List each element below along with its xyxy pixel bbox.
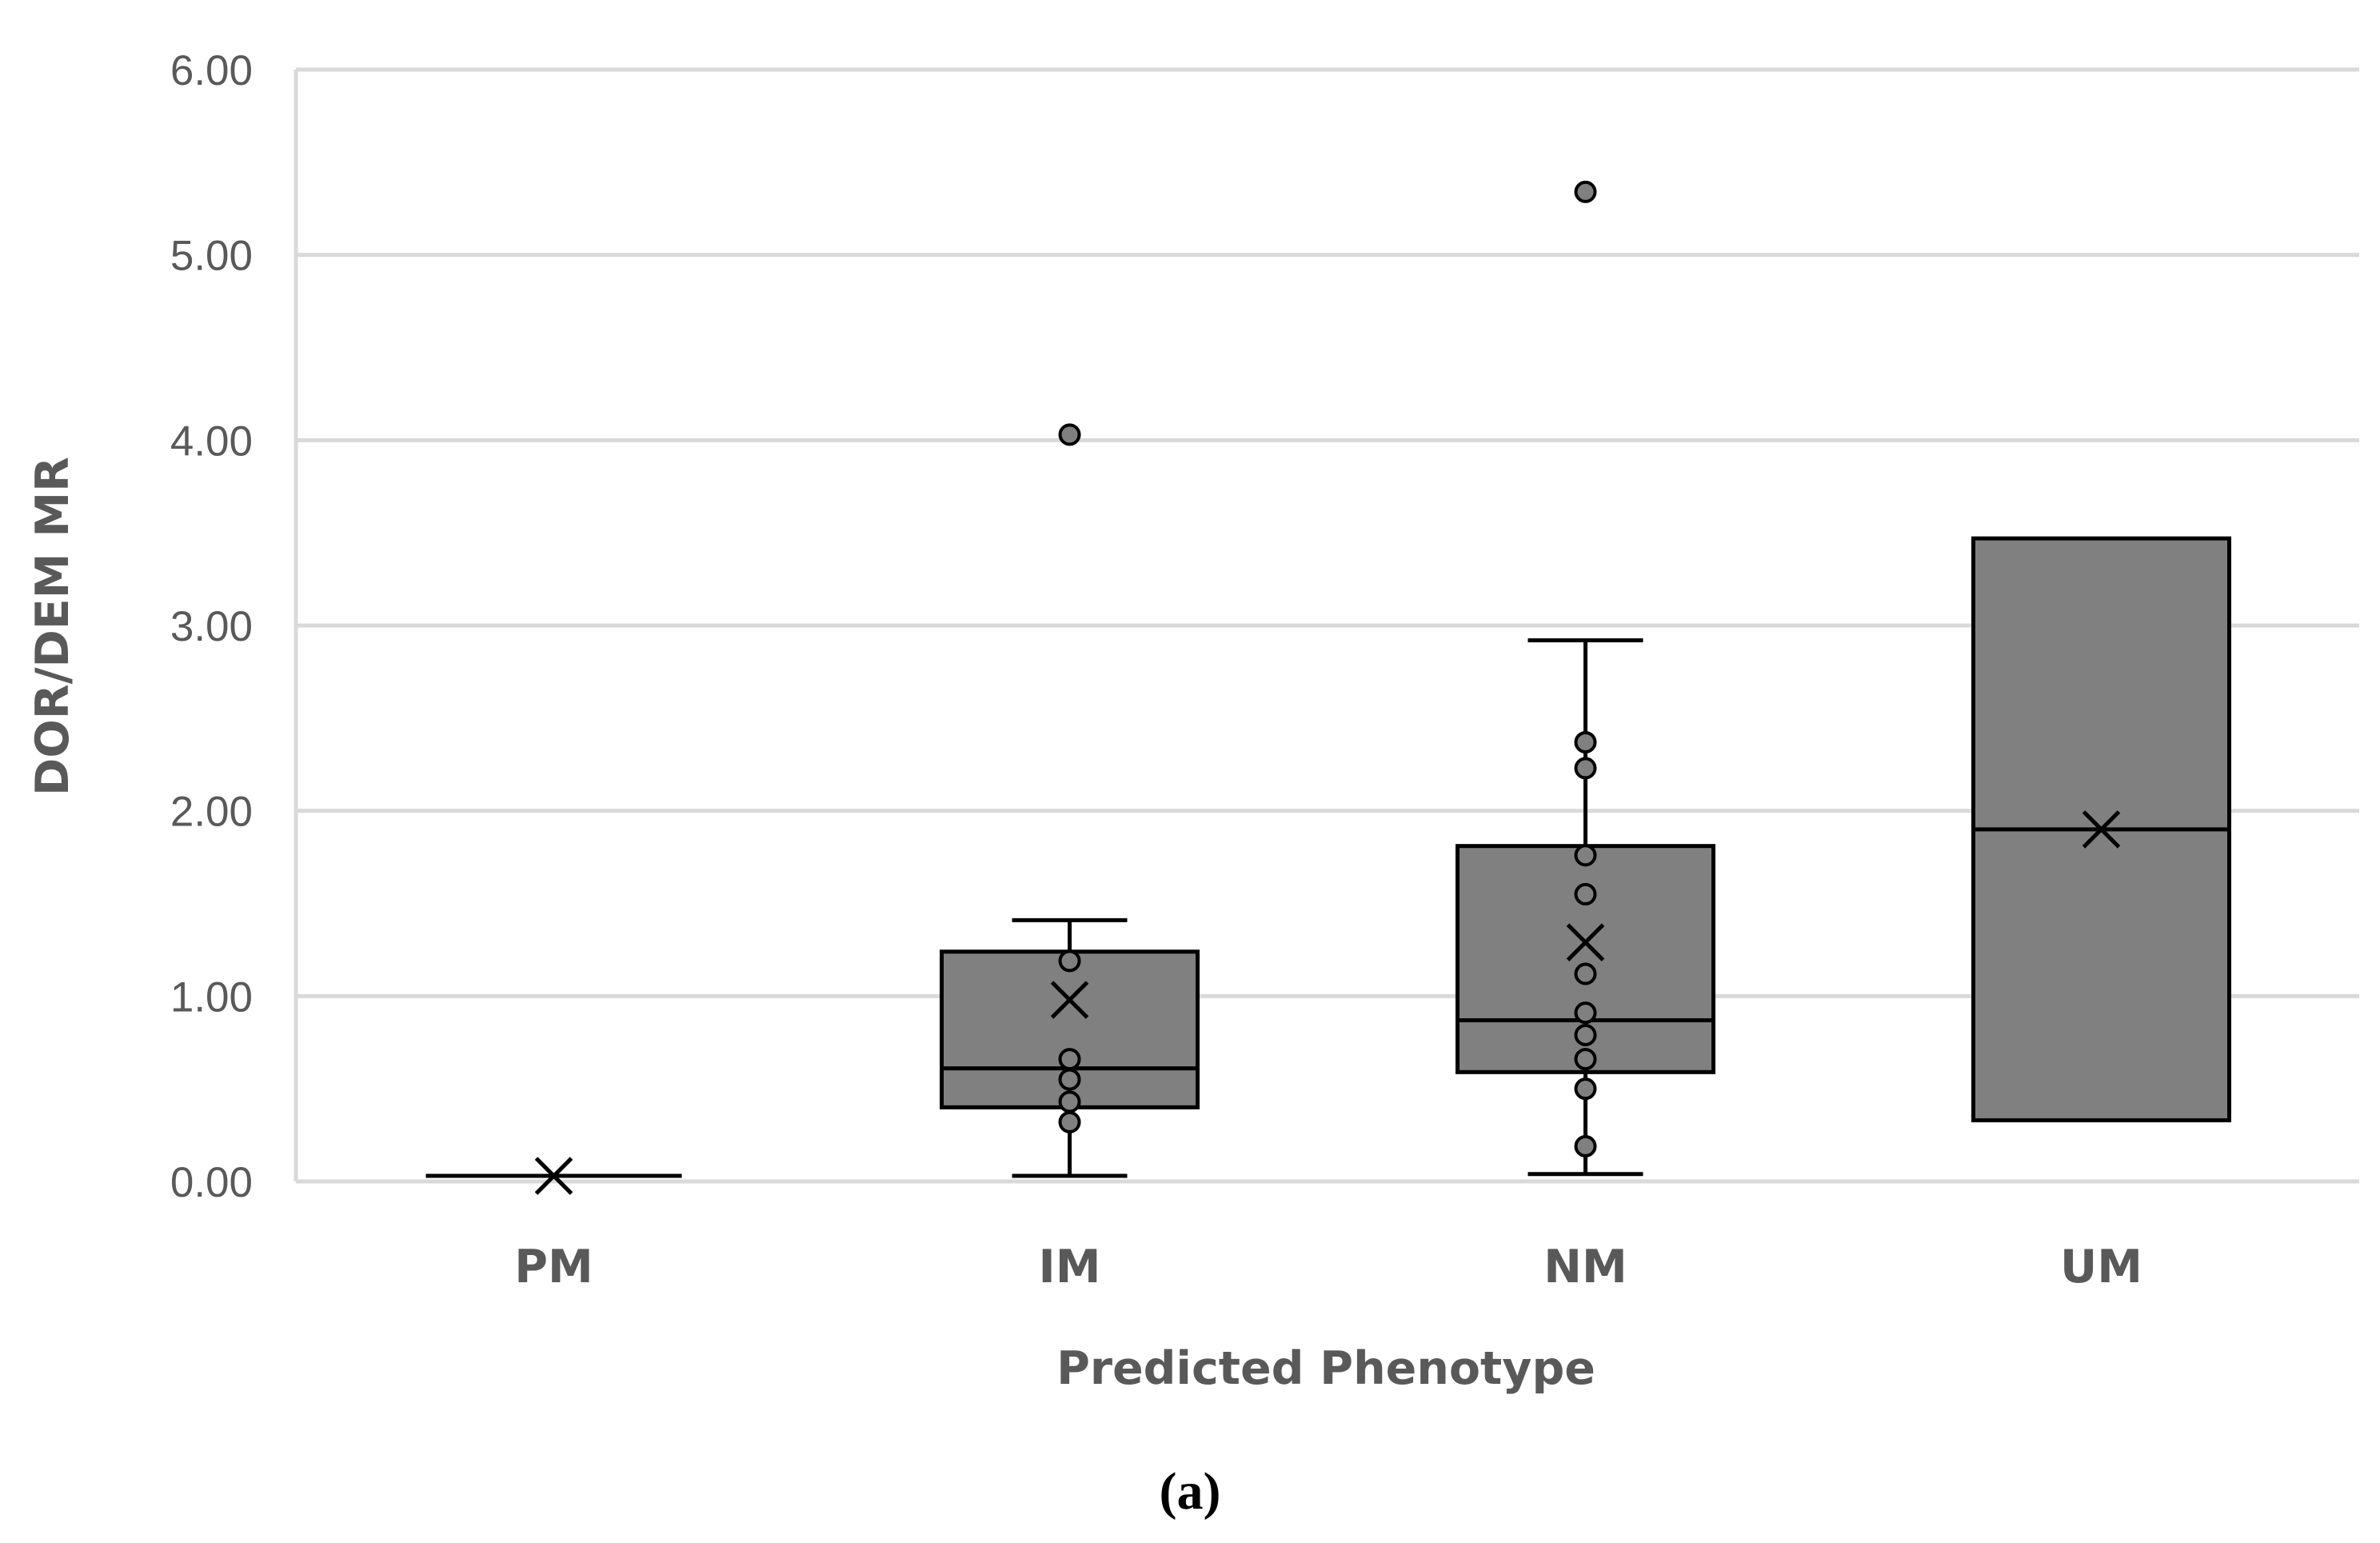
data-point: [1574, 1048, 1597, 1071]
data-point: [1058, 1048, 1081, 1071]
mean-marker: [1050, 981, 1089, 1019]
x-category-label: PM: [514, 1241, 593, 1293]
data-point: [1574, 882, 1597, 905]
y-tick-label: 3.00: [170, 603, 253, 650]
y-axis-title: DOR/DEM MR: [26, 457, 79, 796]
mean-marker: [2082, 810, 2121, 849]
mean-marker: [1566, 923, 1605, 961]
gridlines: [294, 67, 2359, 1184]
data-point: [1574, 1023, 1597, 1046]
x-axis-category-labels: PM IM NM UM: [514, 1241, 2142, 1293]
outlier-point: [1058, 423, 1081, 446]
mean-marker: [534, 1157, 573, 1195]
outlier-point: [1574, 180, 1597, 203]
y-tick-label: 0.00: [170, 1159, 253, 1206]
data-point: [1574, 1077, 1597, 1101]
box-plot-series: [425, 180, 2231, 1195]
x-category-label: UM: [2060, 1241, 2142, 1293]
data-point: [1574, 1134, 1597, 1157]
x-category-label: NM: [1543, 1241, 1627, 1293]
y-tick-label: 2.00: [170, 789, 253, 836]
data-point: [1574, 730, 1597, 754]
y-axis-tick-labels: 0.00 1.00 2.00 3.00 4.00 5.00 6.00: [170, 47, 253, 1206]
data-point: [1574, 1001, 1597, 1025]
data-point: [1058, 949, 1081, 973]
y-tick-label: 5.00: [170, 233, 253, 280]
box-nm: [1456, 180, 1715, 1177]
data-point: [1574, 757, 1597, 780]
y-tick-label: 6.00: [170, 47, 253, 94]
data-point: [1058, 1110, 1081, 1133]
y-tick-label: 1.00: [170, 973, 253, 1021]
x-axis-title: Predicted Phenotype: [1056, 1342, 1595, 1395]
box-im: [940, 423, 1200, 1178]
data-point: [1058, 1090, 1081, 1113]
figure-caption: (a): [1160, 1462, 1221, 1521]
x-category-label: IM: [1039, 1241, 1101, 1293]
data-point: [1574, 844, 1597, 867]
y-tick-label: 4.00: [170, 418, 253, 465]
data-point: [1574, 962, 1597, 985]
box-pm: [425, 1157, 682, 1195]
data-point: [1058, 1068, 1081, 1091]
box-um: [1971, 536, 2231, 1123]
